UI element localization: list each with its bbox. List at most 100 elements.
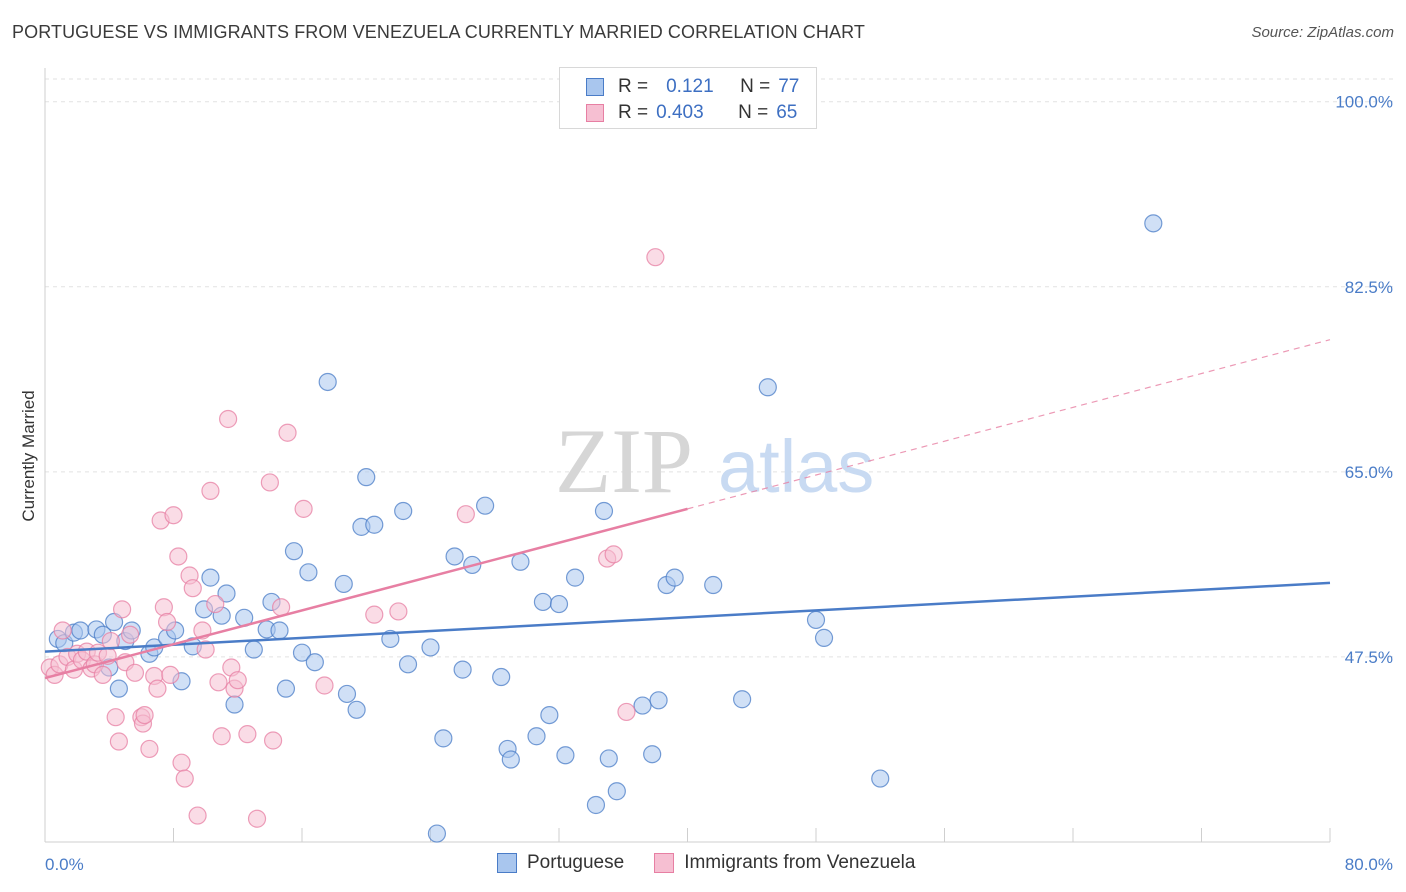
trend-lines — [44, 339, 1331, 680]
x-tick-label: 80.0% — [1345, 855, 1393, 874]
data-point — [594, 501, 614, 521]
data-point — [154, 598, 173, 617]
data-point — [140, 739, 159, 759]
data-point — [334, 574, 353, 594]
legend-label-venezuela: Immigrants from Venezuela — [684, 852, 916, 873]
data-point — [357, 468, 376, 487]
series-points-1 — [40, 248, 665, 828]
data-point — [398, 655, 418, 674]
data-point — [244, 640, 263, 659]
legend-row-venezuela: R = 0.403 N = 65 — [586, 101, 797, 125]
data-point — [228, 671, 247, 690]
data-point — [157, 612, 177, 632]
data-point — [276, 679, 296, 698]
data-point — [604, 545, 623, 564]
data-point — [71, 621, 90, 640]
data-point — [501, 750, 520, 769]
data-point — [284, 542, 304, 561]
x-tick-label: 0.0% — [45, 855, 84, 874]
data-point — [188, 806, 207, 825]
source-label: Source: ZipAtlas.com — [1251, 24, 1394, 41]
data-point — [212, 727, 231, 746]
legend-swatch-portuguese — [497, 853, 517, 873]
data-point — [109, 679, 128, 698]
data-point — [169, 547, 188, 566]
data-point — [427, 824, 447, 843]
data-point — [270, 621, 289, 640]
watermark-zip: ZIP — [555, 410, 693, 512]
data-point — [511, 552, 530, 571]
series-points-0 — [48, 214, 1163, 843]
data-point — [389, 602, 408, 621]
data-point — [109, 732, 128, 751]
data-point — [381, 629, 400, 649]
legend-swatch-venezuela — [654, 853, 675, 873]
data-point — [278, 423, 297, 442]
data-point — [365, 605, 384, 624]
data-point — [263, 731, 283, 750]
data-point — [758, 378, 777, 397]
data-point — [101, 631, 120, 651]
legend-label-portuguese: Portuguese — [527, 852, 625, 873]
n-label: N = — [738, 102, 769, 123]
data-point — [617, 702, 636, 722]
r-value: 0.403 — [656, 102, 704, 123]
data-point — [318, 372, 337, 392]
data-point — [93, 665, 112, 685]
data-point — [206, 594, 225, 614]
data-point — [556, 746, 575, 765]
data-point — [549, 594, 569, 614]
data-point — [121, 625, 140, 644]
data-point — [453, 660, 472, 679]
n-value: 77 — [778, 76, 800, 97]
legend-row-portuguese: R = 0.121 N = 77 — [586, 75, 799, 99]
data-point — [201, 568, 220, 587]
data-point — [607, 782, 626, 801]
data-point — [527, 727, 546, 746]
chart-title: PORTUGUESE VS IMMIGRANTS FROM VENEZUELA … — [12, 22, 865, 42]
data-point — [814, 628, 834, 647]
y-tick-label: 47.5% — [1345, 648, 1393, 667]
data-point — [704, 575, 723, 595]
data-point — [646, 248, 665, 267]
y-tick-label: 65.0% — [1345, 463, 1393, 482]
data-point — [219, 409, 238, 429]
data-point — [540, 705, 559, 725]
grid-lines — [45, 78, 1395, 658]
data-point — [315, 676, 334, 695]
data-point — [299, 563, 318, 582]
n-label: N = — [740, 76, 771, 97]
trend-line-1 — [44, 507, 688, 680]
data-point — [337, 684, 357, 704]
stats-legend: R = 0.121 N = 77 R = 0.403 N = 65 — [559, 67, 817, 129]
watermark-atlas: atlas — [718, 425, 874, 508]
data-point — [421, 638, 440, 657]
legend-swatch-venezuela — [586, 104, 604, 122]
data-point — [238, 725, 257, 744]
data-point — [643, 745, 662, 764]
data-point — [599, 749, 618, 768]
data-point — [347, 700, 366, 719]
trend-line-0 — [44, 581, 1331, 653]
legend-swatch-portuguese — [586, 78, 604, 96]
data-point — [217, 584, 236, 603]
data-point — [196, 640, 215, 659]
data-point — [164, 506, 183, 525]
legend-item-venezuela: Immigrants from Venezuela — [654, 852, 915, 874]
n-value: 65 — [776, 102, 798, 123]
data-point — [305, 653, 324, 672]
data-point — [586, 795, 606, 815]
data-point — [394, 501, 413, 521]
data-point — [1144, 214, 1163, 233]
data-points — [40, 214, 1163, 843]
trend-line-extension-1 — [687, 339, 1331, 510]
data-point — [292, 643, 312, 662]
data-point — [106, 708, 125, 727]
data-point — [492, 667, 511, 687]
data-point — [456, 505, 475, 524]
data-point — [871, 769, 890, 788]
data-point — [172, 753, 191, 772]
r-label: R = — [618, 76, 649, 97]
data-point — [135, 705, 154, 725]
